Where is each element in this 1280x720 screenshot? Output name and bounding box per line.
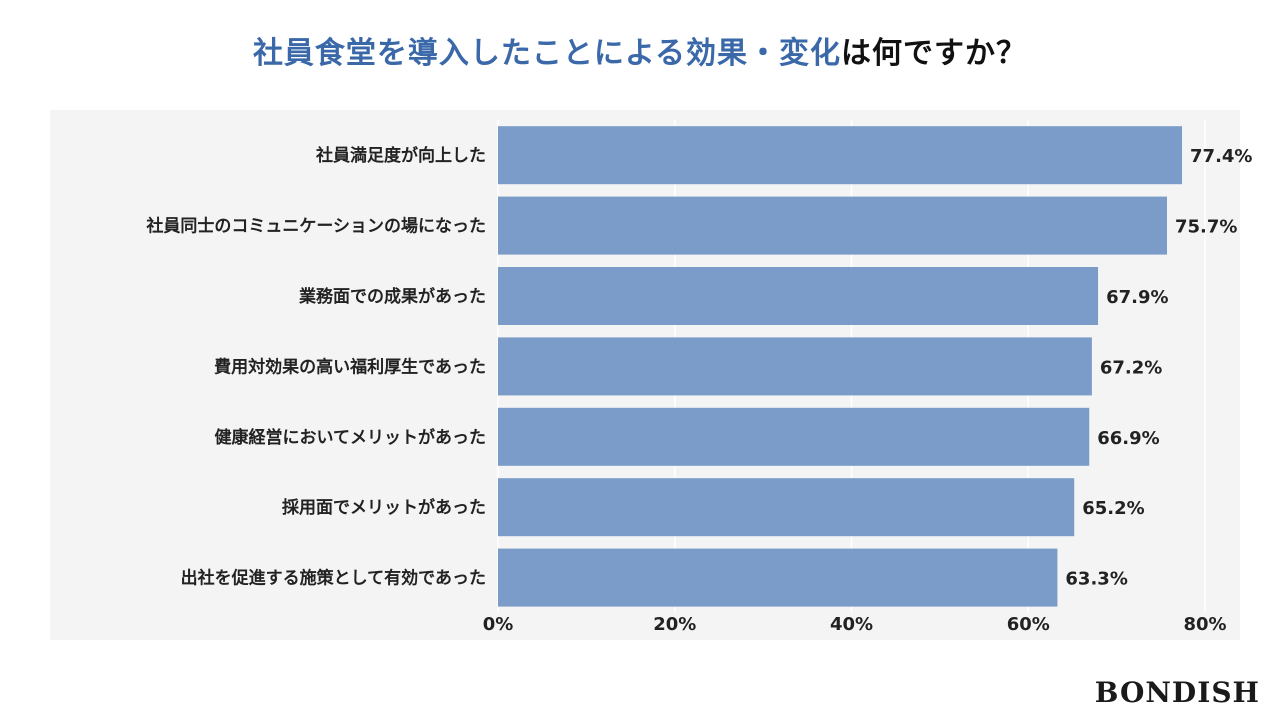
category-label: 採用面でメリットがあった (282, 497, 486, 518)
x-tick-label: 80% (1183, 614, 1226, 635)
data-label: 75.7% (1175, 217, 1237, 238)
data-label: 65.2% (1082, 498, 1144, 519)
data-label: 66.9% (1097, 428, 1159, 449)
x-tick-label: 60% (1007, 614, 1050, 635)
data-label: 67.9% (1106, 287, 1168, 308)
brand-logo: BONDISH (1094, 676, 1260, 709)
category-label: 社員同士のコミュニケーションの場になった (145, 216, 486, 237)
bar (498, 407, 1090, 466)
category-label: 社員満足度が向上した (315, 145, 486, 166)
bar (498, 548, 1058, 607)
category-label: 業務面での成果があった (299, 286, 486, 307)
data-label: 77.4% (1190, 146, 1252, 167)
chart-title-highlight: 社員食堂を導入したことによる効果・変化 (252, 36, 842, 71)
x-tick-label: 0% (483, 614, 514, 635)
x-tick-label: 40% (830, 614, 873, 635)
chart-title-rest: は何ですか？ (841, 36, 1028, 71)
chart-title: 社員食堂を導入したことによる効果・変化は何ですか？ (0, 28, 1280, 72)
bar (498, 196, 1167, 255)
bar (498, 126, 1183, 185)
bar (498, 337, 1092, 396)
category-label: 出社を促進する施策として有効であった (181, 568, 486, 589)
data-label: 63.3% (1065, 569, 1127, 590)
data-label: 67.2% (1100, 357, 1162, 378)
category-label: 健康経営においてメリットがあった (215, 427, 487, 448)
category-label: 費用対効果の高い福利厚生であった (214, 356, 486, 377)
bar (498, 267, 1099, 325)
x-tick-label: 20% (653, 614, 696, 635)
bar (498, 478, 1075, 537)
